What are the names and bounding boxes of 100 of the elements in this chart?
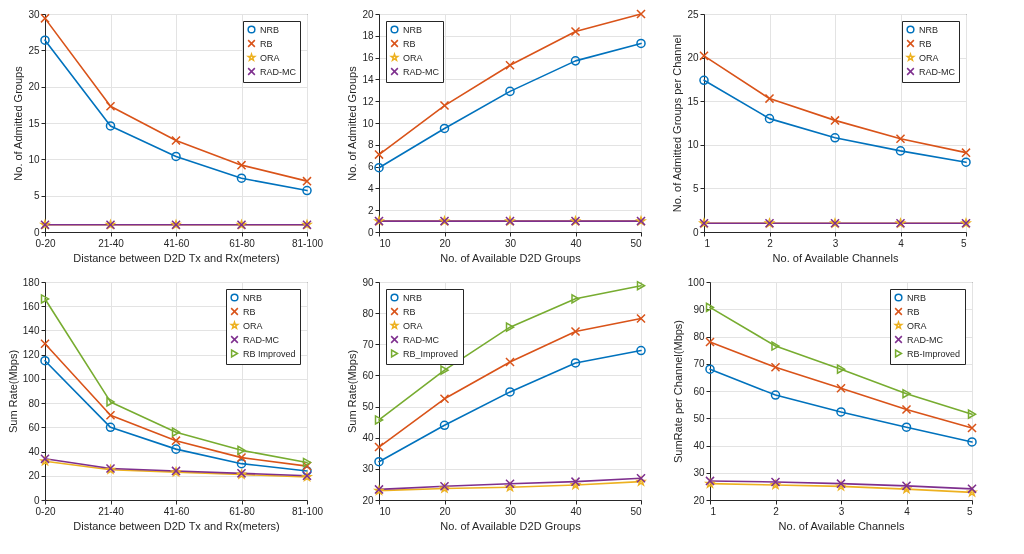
point — [171, 427, 181, 437]
x-tick-label: 1 — [704, 237, 711, 249]
y-tick-label: 80 — [362, 307, 374, 319]
point — [40, 338, 50, 349]
y-tick-label: 90 — [693, 303, 705, 315]
point — [705, 302, 715, 313]
y-tick-label: 0 — [692, 226, 699, 238]
y-tick-label: 60 — [693, 385, 705, 397]
point — [40, 355, 50, 366]
point — [236, 458, 247, 469]
point — [771, 341, 780, 351]
y-tick-label: 20 — [362, 8, 374, 20]
point — [302, 457, 312, 468]
point — [699, 51, 709, 61]
legend-label: NRB — [260, 24, 280, 35]
legend-label: RB — [403, 38, 416, 49]
y-tick-label: 6 — [367, 161, 374, 173]
y-tick-label: 5 — [33, 190, 40, 202]
x-tick-label: 81-100 — [291, 237, 324, 249]
x-axis-title: Distance between D2D Tx and Rx(meters) — [73, 519, 280, 532]
x-tick-label: 50 — [630, 237, 642, 249]
y-tick-label: 180 — [22, 276, 40, 288]
legend-label: RB-Improved — [907, 348, 961, 359]
point — [961, 157, 971, 168]
point — [705, 337, 715, 347]
legend-label: ORA — [919, 52, 939, 63]
y-tick-label: 40 — [693, 440, 705, 451]
y-tick-label: 100 — [687, 276, 705, 288]
y-tick-label: 10 — [362, 117, 374, 129]
point — [836, 407, 846, 417]
x-tick-label: 40 — [570, 505, 582, 517]
y-tick-label: 80 — [28, 397, 40, 409]
x-axis-title: Distance between D2D Tx and Rx(meters) — [73, 251, 280, 264]
x-tick-label: 0-20 — [35, 505, 56, 517]
y-tick-label: 15 — [687, 95, 699, 107]
legend-label: NRB — [919, 24, 939, 35]
point — [902, 388, 911, 399]
y-tick-label: 8 — [367, 139, 374, 151]
y-tick-label: 25 — [687, 8, 699, 20]
y-axis-title: No. of Admitted Groups per Channel — [671, 34, 684, 213]
y-tick-label: 15 — [28, 117, 40, 129]
legend-label: RB_Improved — [403, 348, 459, 359]
y-axis-title: Sum Rate(Mbps) — [6, 349, 19, 434]
y-tick-label: 10 — [28, 153, 40, 165]
y-tick-label: 70 — [693, 358, 705, 370]
x-tick-label: 10 — [379, 237, 392, 249]
point — [171, 135, 181, 146]
y-tick-label: 2 — [367, 204, 374, 216]
y-tick-label: 80 — [693, 331, 705, 342]
x-tick-label: 10 — [379, 505, 392, 517]
y-tick-label: 0 — [33, 494, 40, 506]
point — [830, 133, 840, 143]
legend-label: NRB — [403, 24, 423, 35]
y-tick-label: 40 — [362, 432, 374, 444]
legend-label: ORA — [260, 52, 280, 63]
legend-label: ORA — [243, 320, 263, 331]
legend-label: NRB — [907, 292, 927, 303]
point — [40, 13, 50, 24]
point — [770, 390, 781, 400]
legend-label: ORA — [907, 320, 927, 331]
y-tick-label: 16 — [362, 52, 374, 64]
point — [764, 113, 775, 124]
legend-label: NRB — [243, 292, 263, 303]
x-tick-label: 5 — [960, 237, 967, 249]
point — [236, 173, 247, 183]
legend-label: ORA — [403, 52, 423, 63]
x-tick-label: 41-60 — [163, 505, 190, 517]
y-tick-label: 60 — [28, 421, 40, 433]
x-tick-label: 20 — [439, 237, 451, 249]
point — [105, 422, 116, 433]
x-tick-label: 3 — [838, 505, 845, 517]
y-tick-label: 20 — [693, 494, 705, 506]
point — [302, 461, 312, 471]
point — [236, 160, 247, 170]
point — [836, 383, 846, 394]
point — [967, 423, 977, 433]
point — [237, 445, 246, 456]
point — [106, 397, 115, 407]
y-tick-label: 50 — [693, 412, 705, 424]
legend-label: RB — [403, 306, 416, 317]
x-tick-label: 41-60 — [163, 237, 190, 249]
legend-label: ORA — [403, 320, 423, 331]
x-tick-label: 21-40 — [98, 237, 125, 249]
point — [171, 435, 181, 446]
y-tick-label: 30 — [28, 8, 40, 20]
y-tick-label: 4 — [367, 182, 374, 194]
x-tick-label: 4 — [898, 237, 905, 249]
y-tick-label: 18 — [362, 30, 374, 42]
point — [770, 362, 781, 373]
x-tick-label: 5 — [966, 505, 973, 517]
point — [302, 176, 312, 186]
point — [895, 133, 906, 144]
x-tick-label: 40 — [570, 237, 582, 249]
legend-label: RAD-MC — [243, 334, 280, 345]
y-tick-label: 0 — [367, 226, 374, 238]
x-tick-label: 81-100 — [291, 505, 324, 517]
legend-label: RB — [907, 306, 920, 317]
y-tick-label: 20 — [28, 470, 40, 482]
y-tick-label: 40 — [28, 446, 40, 458]
x-tick-label: 0-20 — [35, 237, 56, 249]
